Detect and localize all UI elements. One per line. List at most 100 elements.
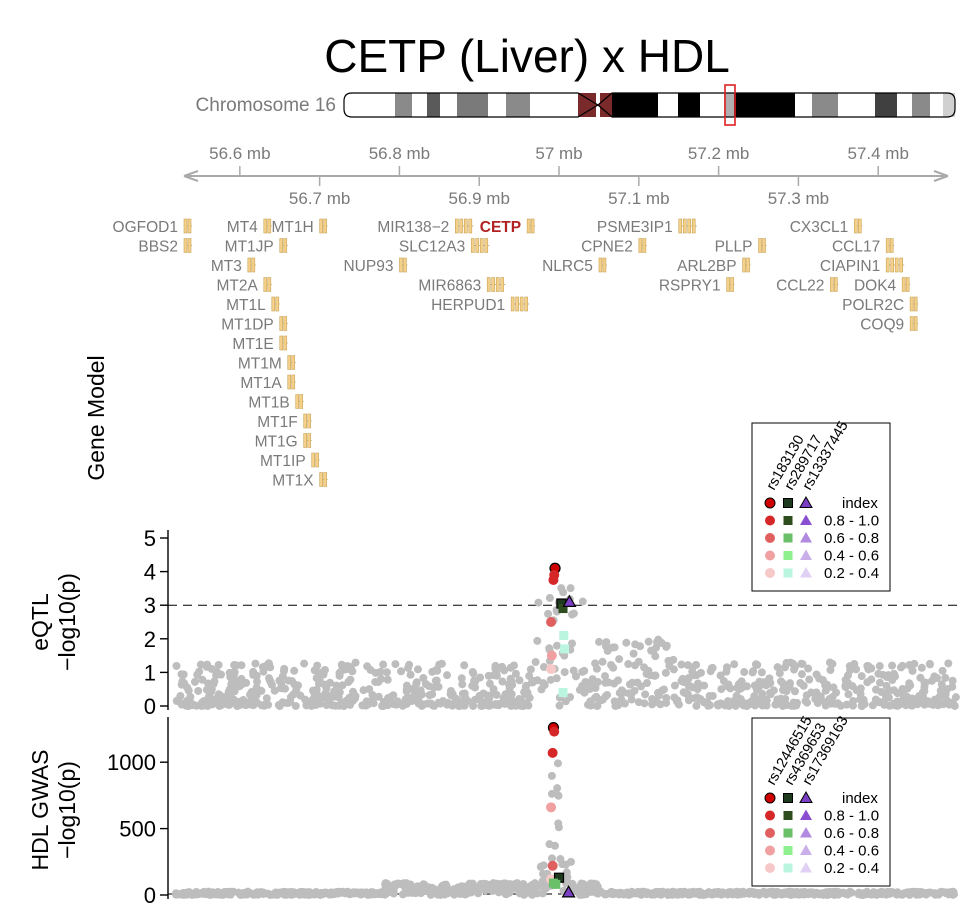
snp-point xyxy=(523,688,532,697)
ld-snp-square xyxy=(559,630,569,640)
chromosome-band xyxy=(488,93,506,117)
snp-point xyxy=(664,656,673,665)
legend-box xyxy=(751,717,891,887)
snp-point xyxy=(804,664,813,673)
snp-point xyxy=(569,666,578,675)
snp-point xyxy=(260,701,269,710)
gene-label: MT1E xyxy=(232,336,273,353)
gene-label: MT1DP xyxy=(221,317,274,334)
snp-point xyxy=(882,681,891,690)
snp-point xyxy=(358,701,367,710)
snp-point xyxy=(232,661,241,670)
gene-exon xyxy=(905,277,910,292)
snp-point xyxy=(294,681,303,690)
snp-point xyxy=(850,659,859,668)
snp-point xyxy=(812,670,821,679)
snp-point xyxy=(325,678,334,687)
snp-point xyxy=(899,690,908,699)
gene-exon xyxy=(251,257,256,273)
snp-point xyxy=(877,887,886,896)
snp-point xyxy=(874,669,883,678)
snp-point xyxy=(547,771,556,780)
snp-point xyxy=(883,691,892,700)
snp-point xyxy=(844,690,853,699)
snp-point xyxy=(194,686,203,695)
snp-point xyxy=(589,879,598,888)
snp-point xyxy=(678,890,687,899)
snp-point xyxy=(716,671,725,680)
snp-point xyxy=(677,660,686,669)
snp-point xyxy=(885,888,894,897)
gene-exon xyxy=(315,452,319,468)
y-axis-tick-label: 1 xyxy=(144,660,156,685)
gene-exon xyxy=(885,257,890,273)
snp-point xyxy=(500,666,509,675)
gene-exon xyxy=(323,218,327,234)
legend-bin-label: 0.8 - 1.0 xyxy=(824,513,879,530)
snp-point xyxy=(752,685,761,694)
gene-exon xyxy=(464,218,468,234)
gene-label: RSPRY1 xyxy=(659,278,721,295)
snp-point xyxy=(478,700,487,709)
chromosome-band xyxy=(658,93,678,117)
snp-point xyxy=(826,666,835,675)
legend-marker xyxy=(765,550,775,561)
gene-exon xyxy=(762,238,766,253)
snp-point xyxy=(259,667,268,676)
snp-point xyxy=(615,890,624,899)
snp-point xyxy=(515,676,524,685)
ld-snp-circle xyxy=(546,802,557,813)
gene-exon xyxy=(187,238,192,253)
gene-exon xyxy=(890,257,895,273)
snp-point xyxy=(919,694,928,703)
legend-marker xyxy=(783,533,793,543)
snp-point xyxy=(651,652,660,661)
snp-point xyxy=(235,682,244,691)
snp-point xyxy=(773,695,782,704)
snp-point xyxy=(828,659,837,668)
snp-point xyxy=(598,657,607,666)
snp-point xyxy=(757,668,766,677)
snp-point xyxy=(539,663,548,672)
snp-point xyxy=(286,693,295,702)
gene-exon xyxy=(484,238,489,253)
snp-point xyxy=(762,696,771,705)
gene-exon xyxy=(291,374,296,390)
legend-marker xyxy=(783,828,793,838)
region-marker xyxy=(724,84,736,126)
snp-point xyxy=(898,684,907,693)
snp-point xyxy=(627,695,636,704)
gene-label: MT1M xyxy=(238,356,282,373)
snp-point xyxy=(177,670,186,679)
snp-point xyxy=(734,680,743,689)
snp-point xyxy=(468,667,477,676)
snp-point xyxy=(471,677,480,686)
ld-snp-circle xyxy=(549,726,560,737)
snp-point xyxy=(382,884,391,893)
snp-point xyxy=(245,700,254,709)
gene-exon xyxy=(678,218,683,234)
snp-point xyxy=(346,675,355,684)
snp-point xyxy=(339,700,348,709)
snp-point xyxy=(507,677,516,686)
snp-point xyxy=(707,890,716,899)
gene-label: CIAPIN1 xyxy=(820,258,880,275)
snp-point xyxy=(780,682,789,691)
legend-marker xyxy=(764,497,776,509)
chromosome-band xyxy=(457,93,488,117)
snp-point xyxy=(734,697,743,706)
snp-point xyxy=(460,661,469,670)
gene-label: SLC12A3 xyxy=(399,239,465,256)
legend-bin-label: 0.6 - 0.8 xyxy=(824,825,879,842)
snp-point xyxy=(849,696,858,705)
legend-marker xyxy=(800,532,812,543)
axis-tick-label: 56.6 mb xyxy=(209,144,270,163)
snp-point xyxy=(724,680,733,689)
snp-point xyxy=(938,666,947,675)
snp-point xyxy=(207,664,216,673)
legend-marker xyxy=(800,862,812,873)
gene-label: MIR6863 xyxy=(418,278,481,295)
snp-point xyxy=(557,584,566,593)
gene-exon xyxy=(470,238,475,253)
snp-point xyxy=(654,688,663,697)
